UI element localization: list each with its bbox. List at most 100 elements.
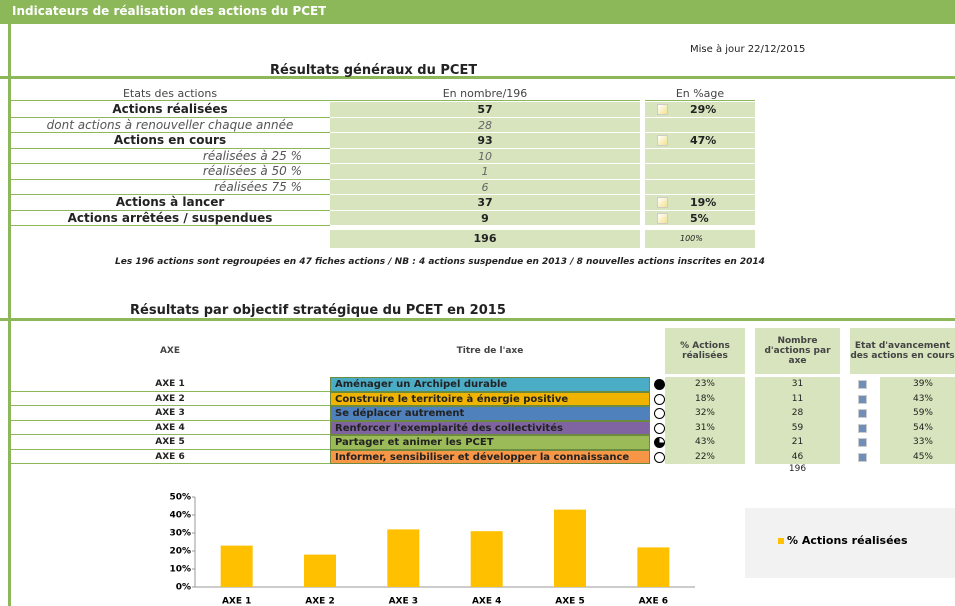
progress-icon	[858, 452, 867, 462]
section-border	[0, 76, 955, 79]
count-cell: 28	[330, 117, 640, 133]
count-cell: 11	[755, 391, 840, 406]
row-label: Actions réalisées	[10, 102, 330, 118]
x-tick-label: AXE 5	[555, 597, 584, 606]
row-label: Actions en cours	[10, 133, 330, 149]
percent-value: 5%	[690, 211, 709, 225]
count-cell: 93	[330, 133, 640, 149]
legend-swatch	[778, 538, 784, 544]
status-indicator	[654, 408, 665, 419]
count-cell: 59	[755, 420, 840, 435]
section-border	[0, 318, 955, 321]
axe-title: Partager et animer les PCET	[330, 435, 650, 450]
progress-cell: 43%	[880, 391, 955, 406]
star-icon	[657, 212, 668, 224]
x-tick-label: AXE 3	[389, 597, 418, 606]
count-cell: 10	[330, 148, 640, 164]
count-cell: 6	[330, 179, 640, 195]
star-icon	[657, 104, 668, 115]
star-icon	[657, 197, 668, 208]
progress-icon	[858, 438, 867, 447]
x-tick-label: AXE 2	[305, 597, 334, 606]
status-indicator	[654, 437, 665, 448]
status-indicator	[654, 422, 665, 434]
y-tick-label: 10%	[169, 565, 191, 575]
bar	[637, 547, 670, 587]
axe-title: Renforcer l'exemplarité des collectivité…	[330, 420, 650, 435]
y-tick-label: 50%	[169, 493, 191, 503]
row-label: Actions arrêtées / suspendues	[10, 211, 330, 226]
axe-title: Se déplacer autrement	[330, 406, 650, 421]
legend-label: % Actions réalisées	[787, 534, 908, 547]
percent-cell	[645, 195, 755, 211]
percent-value: 47%	[690, 134, 717, 147]
count-cell: 1	[330, 164, 640, 180]
y-tick-label: 0%	[176, 583, 191, 593]
header-bar	[0, 0, 955, 24]
progress-cell: 33%	[880, 435, 955, 450]
axe-label: AXE 3	[10, 406, 330, 421]
header-title: Indicateurs de réalisation des actions d…	[12, 4, 327, 18]
percent-value: 19%	[690, 196, 717, 209]
axe-title: Construire le territoire à énergie posit…	[330, 391, 650, 406]
percent-cell	[645, 133, 755, 149]
update-date: Mise à jour 22/12/2015	[690, 44, 806, 55]
count-cell: 9	[330, 210, 640, 226]
count-cell: 46	[755, 449, 840, 464]
status-indicator	[654, 451, 665, 463]
bar	[554, 509, 586, 587]
percent-cell: 23%	[665, 377, 745, 392]
percent-cell	[645, 179, 755, 195]
column-header: En nombre/196	[330, 87, 640, 101]
count-cell: 57	[330, 102, 640, 118]
percent-cell: 31%	[665, 420, 745, 435]
axes-total: 196	[788, 464, 807, 474]
x-tick-label: AXE 6	[639, 597, 668, 606]
axe-label: AXE 2	[10, 392, 330, 406]
y-tick-label: 40%	[169, 511, 191, 521]
sub-row-label: réalisées 75 %	[10, 180, 330, 195]
percent-value: 29%	[690, 103, 717, 116]
count-cell: 37	[330, 195, 640, 211]
percent-cell	[645, 102, 755, 118]
progress-cell: 45%	[880, 449, 955, 464]
percent-cell	[645, 164, 755, 180]
sub-row-label: réalisées à 50 %	[10, 164, 330, 180]
count-cell: 31	[755, 377, 840, 392]
percent-cell: 18%	[665, 391, 745, 406]
axe-label: AXE 1	[10, 377, 330, 392]
axe-title: Informer, sensibiliser et développer la …	[330, 449, 650, 464]
column-header: % Actions réalisées	[665, 328, 745, 374]
total-count: 196	[330, 230, 640, 248]
x-tick-label: AXE 1	[222, 597, 251, 606]
column-header: Etat d'avancement des actions en cours	[850, 328, 955, 374]
note: Les 196 actions sont regroupées en 47 fi…	[115, 257, 765, 267]
axe-title: Aménager un Archipel durable	[330, 377, 650, 392]
left-border	[8, 0, 11, 606]
progress-cell: 54%	[880, 420, 955, 435]
percent-cell	[645, 148, 755, 164]
percent-cell	[645, 210, 755, 226]
progress-cell: 39%	[880, 377, 955, 392]
status-indicator	[654, 393, 665, 405]
percent-cell: 22%	[665, 449, 745, 464]
bar	[220, 545, 253, 587]
column-header: Titre de l'axe	[456, 346, 524, 356]
total-percent-cell	[645, 230, 755, 248]
count-cell: 21	[755, 435, 840, 450]
status-indicator	[654, 379, 665, 390]
column-header: Nombre d'actions par axe	[755, 328, 840, 374]
total-percent: 100%	[680, 234, 703, 243]
bar	[387, 529, 420, 587]
sub-row-label: dont actions à renouveller chaque année	[10, 118, 330, 133]
row-label: Actions à lancer	[10, 195, 330, 211]
progress-cell: 59%	[880, 406, 955, 421]
x-tick-label: AXE 4	[472, 597, 501, 606]
star-icon	[657, 135, 668, 146]
column-header: AXE	[159, 346, 181, 356]
bar	[470, 531, 503, 587]
progress-icon	[858, 409, 867, 418]
y-tick-label: 30%	[169, 529, 191, 539]
